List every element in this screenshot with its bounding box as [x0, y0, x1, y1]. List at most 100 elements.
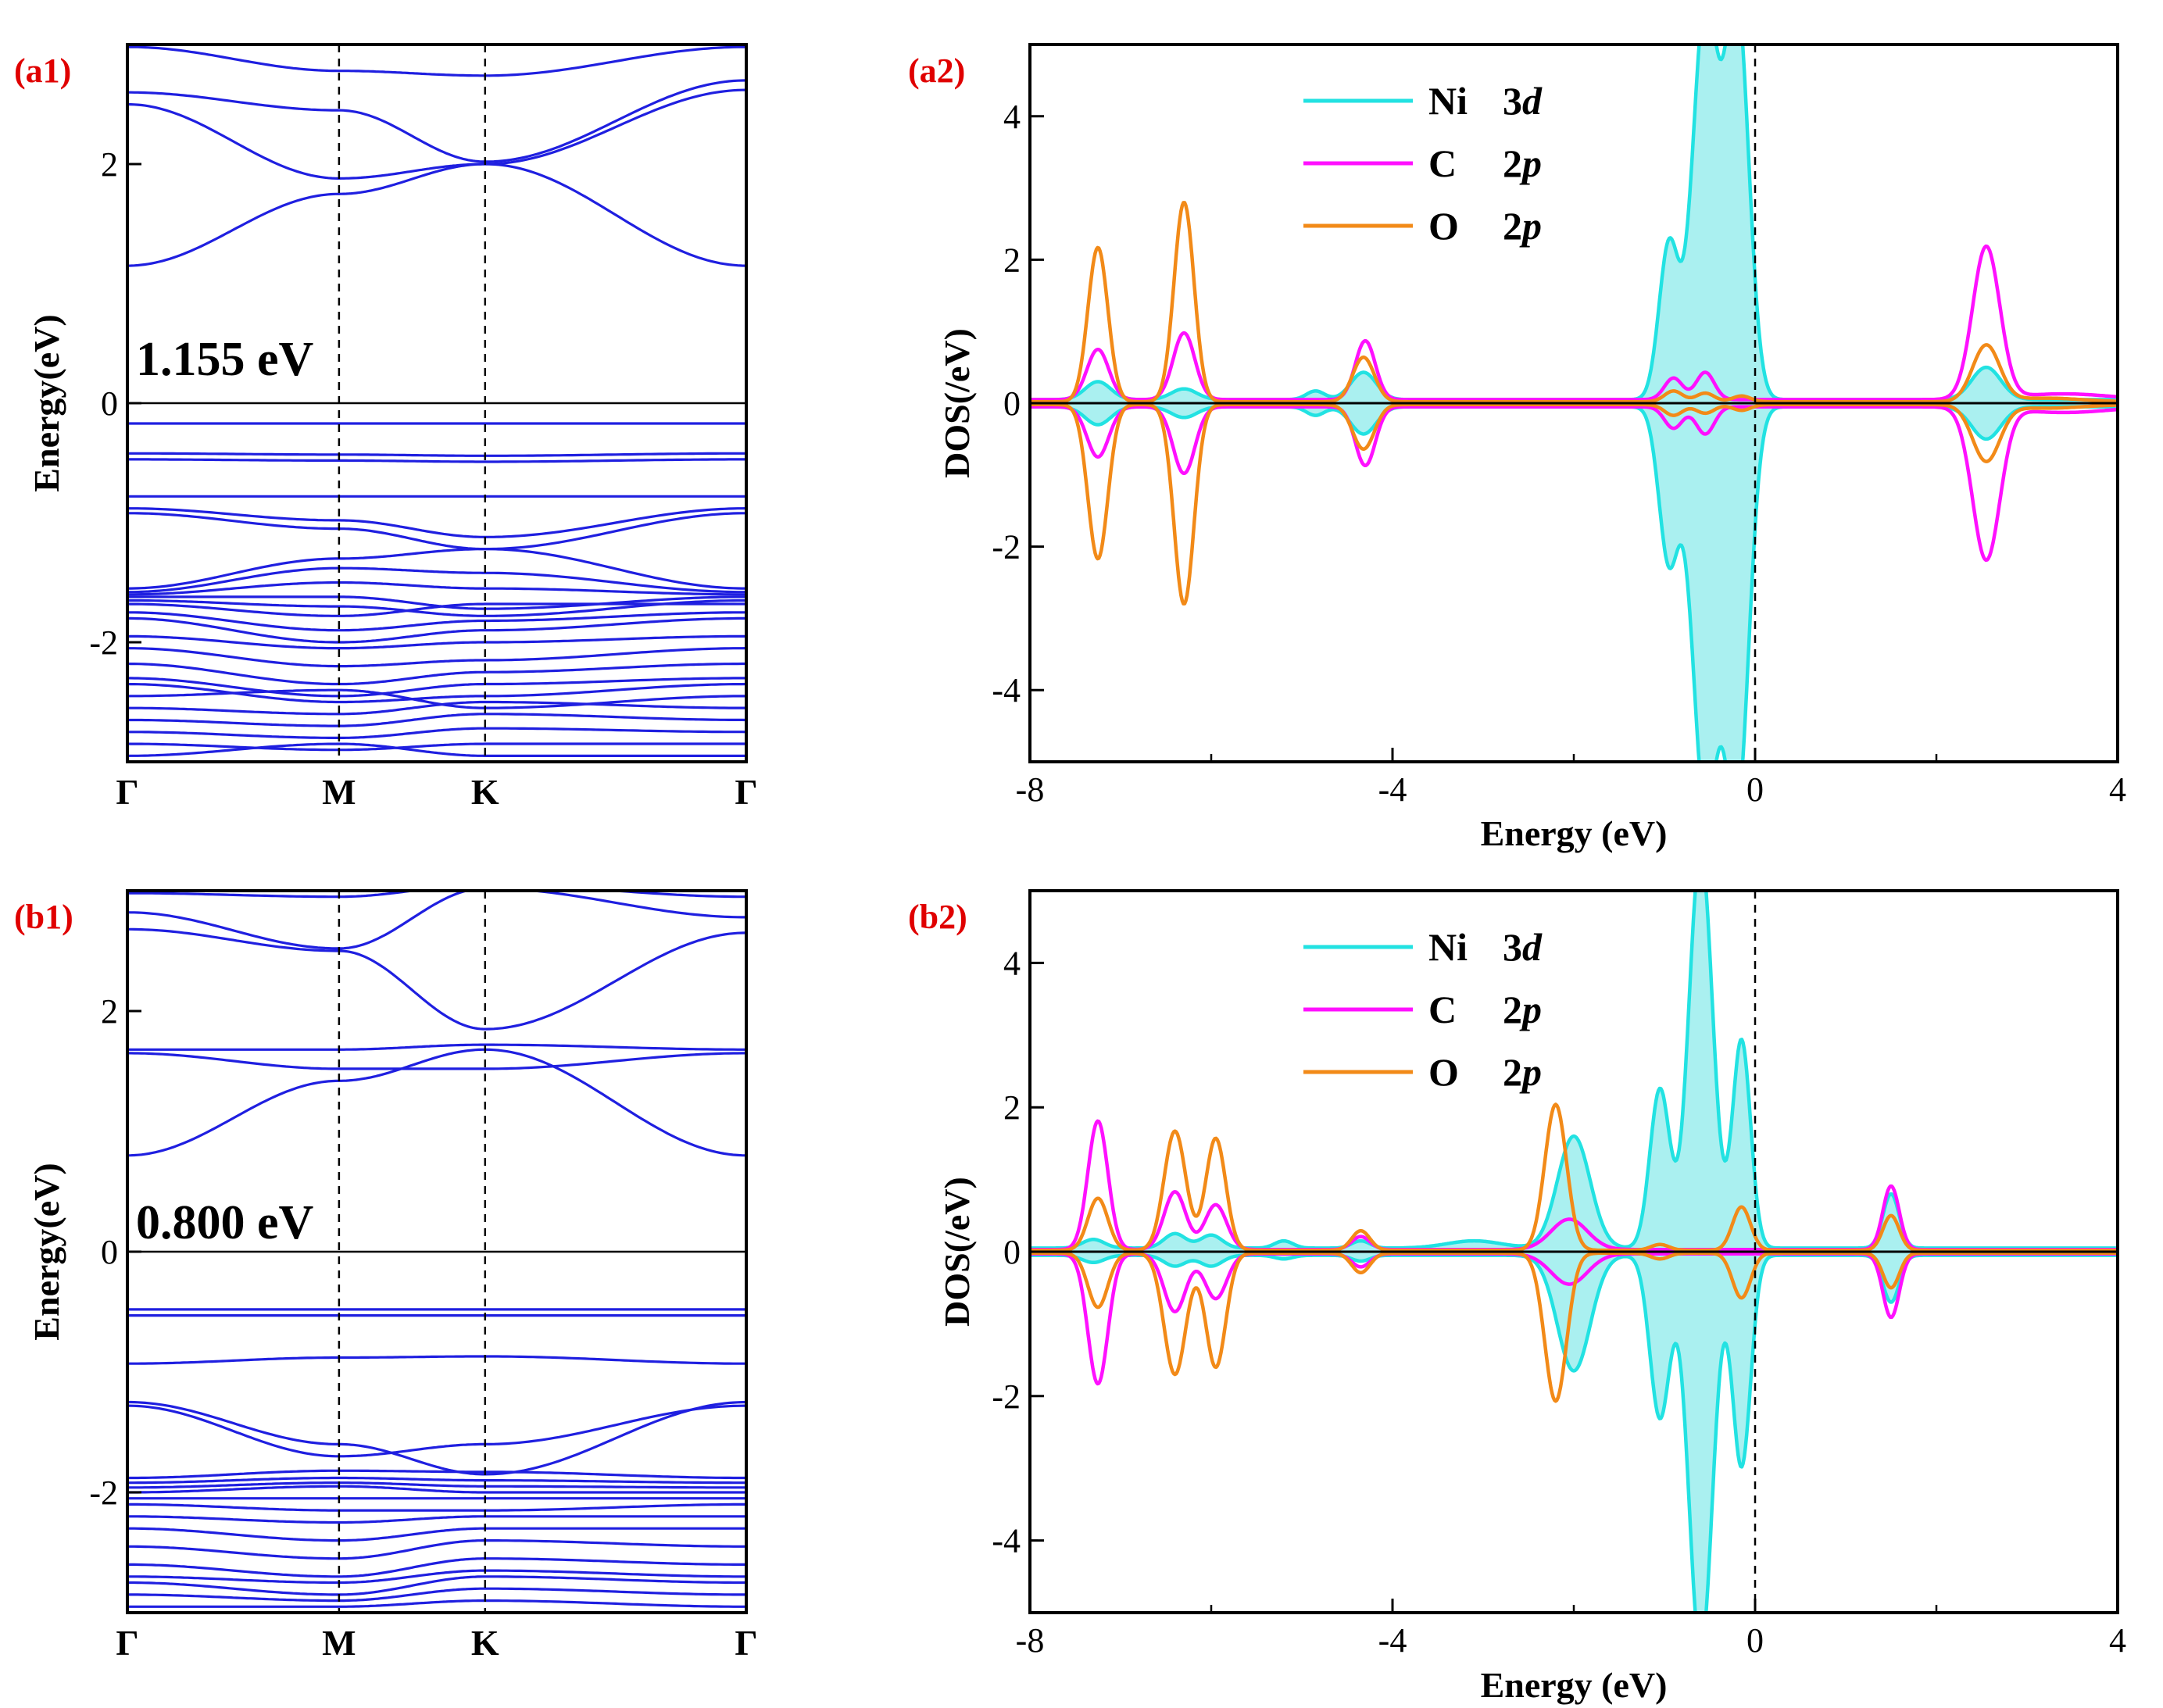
b1-band-vb12 [127, 1515, 746, 1524]
a1-reference-lines [127, 45, 746, 762]
a1-band-vb12 [127, 602, 746, 617]
a2-legend-orbital-2: O [1428, 204, 1459, 248]
a1-gap-annotation: 1.155 eV [136, 333, 314, 386]
a2-legend-letter-1: p [1519, 141, 1542, 185]
b1-reference-lines [127, 891, 746, 1613]
b2-o-2p-spin-down-line [1030, 1251, 2118, 1403]
a1-kpoint-label-0: Γ [116, 772, 138, 812]
a1-bands [127, 45, 746, 757]
panel-b1-band-structure: -2 0 2 Γ M K Γ (b1) 0.800 eV Energy(eV) [14, 889, 758, 1663]
a1-band-vb7 [127, 548, 746, 590]
b2-legend-orbital-2: O [1428, 1050, 1459, 1094]
b2-xtick-label-0: -8 [1016, 1621, 1045, 1660]
b2-legend-orbital-0: Ni [1428, 925, 1468, 969]
a2-legend-shell-0: 3 [1503, 79, 1522, 123]
b1-band-vb5 [127, 1404, 746, 1458]
b2-legend-letter-0: d [1522, 925, 1543, 969]
b1-kpoint-label-3: Γ [735, 1623, 757, 1663]
b1-band-vb19 [127, 1599, 746, 1608]
b2-legend: Ni 3dC 2pO 2p [1303, 925, 1543, 1094]
b1-ytick-label-2: 2 [101, 992, 118, 1031]
b2-legend-letter-1: p [1519, 988, 1542, 1031]
b2-legend-label-0: Ni 3d [1428, 925, 1543, 969]
b1-gap-annotation: 0.800 eV [136, 1196, 314, 1249]
a2-ytick-label-4: 4 [1003, 98, 1021, 136]
b1-band-cb1 [127, 1048, 746, 1157]
a1-band-vb8 [127, 566, 746, 594]
a2-legend-shell-1: 2 [1503, 141, 1522, 185]
a1-band-cb3 [127, 79, 746, 163]
a1-band-vb23 [127, 727, 746, 739]
a2-legend-letter-2: p [1519, 204, 1542, 248]
a1-band-vb22 [127, 713, 746, 727]
a1-band-vb9 [127, 581, 746, 596]
a2-ytick-label-3: 2 [1003, 241, 1021, 279]
a2-dos-curves [1030, 45, 2118, 762]
a1-band-vb13 [127, 611, 746, 632]
a1-band-vb15 [127, 634, 746, 650]
a1-band-vb21 [127, 700, 746, 716]
b2-o-2p-spin-up-line [1030, 1102, 2118, 1252]
a2-legend-letter-0: d [1522, 79, 1543, 123]
b2-ytick-label-3: 2 [1003, 1088, 1021, 1127]
b1-band-vb18 [127, 1587, 746, 1603]
b2-xtick-label-1: -4 [1378, 1621, 1407, 1660]
a1-y-axis-title: Energy(eV) [27, 314, 66, 491]
b2-dos-curves [1030, 891, 2118, 1613]
b2-legend-orbital-1: C [1428, 988, 1457, 1031]
b1-kpoint-label-2: K [471, 1623, 499, 1663]
a1-band-vb16 [127, 647, 746, 668]
a2-xtick-label-0: -8 [1016, 770, 1045, 809]
b1-band-vb7 [127, 1476, 746, 1485]
a1-band-vb3 [127, 458, 746, 463]
a2-ticks: -4 -2 0 2 4 -8 -4 0 4 [992, 98, 2126, 809]
b2-xtick-label-2: 0 [1746, 1621, 1764, 1660]
b1-y-axis-title: Energy(eV) [27, 1163, 66, 1340]
a1-band-vb14 [127, 616, 746, 644]
b2-legend-label-1: C 2p [1428, 988, 1542, 1031]
b1-ytick-label-1: 0 [101, 1233, 118, 1271]
b1-band-vb9 [127, 1485, 746, 1494]
a2-legend-orbital-1: C [1428, 141, 1457, 185]
a2-legend-label-0: Ni 3d [1428, 79, 1543, 123]
a1-band-vb17 [127, 662, 746, 686]
b1-band-vb16 [127, 1569, 746, 1585]
b1-band-vb6 [127, 1469, 746, 1480]
a2-reference-lines [1030, 45, 2118, 762]
a2-xtick-label-3: 4 [2109, 770, 2126, 809]
a2-xtick-label-1: -4 [1378, 770, 1407, 809]
b1-panel-label: (b1) [14, 898, 73, 936]
a1-band-vb18 [127, 677, 746, 698]
b2-legend-label-2: O 2p [1428, 1050, 1542, 1094]
b1-band-cb4 [127, 927, 746, 1031]
a1-ytick-label-2: 2 [101, 145, 118, 184]
a2-x-axis-title: Energy (eV) [1481, 813, 1668, 853]
a1-band-cb1 [127, 163, 746, 267]
a2-y-axis-title: DOS(/eV) [937, 328, 977, 478]
b1-band-cb5 [127, 891, 746, 950]
b1-band-vb14 [127, 1539, 746, 1560]
a1-band-vb25 [127, 742, 746, 757]
b2-panel-label: (b2) [908, 898, 967, 936]
a1-band-vb24 [127, 742, 746, 752]
a2-legend-label-1: C 2p [1428, 141, 1542, 185]
b1-band-vb15 [127, 1557, 746, 1578]
b1-band-cb2 [127, 1052, 746, 1070]
b2-ni-3d-spin-up-fill [1030, 891, 2118, 1252]
b1-bands [127, 891, 746, 1608]
a2-ytick-label-2: 0 [1003, 384, 1021, 423]
b1-band-vb13 [127, 1527, 746, 1542]
b2-legend-shell-2: 2 [1503, 1050, 1522, 1094]
b2-ytick-label-0: -4 [992, 1522, 1021, 1560]
b2-legend-shell-1: 2 [1503, 988, 1522, 1031]
a1-band-vb6 [127, 512, 746, 551]
a2-panel-label: (a2) [908, 52, 965, 90]
b2-y-axis-title: DOS(/eV) [937, 1177, 977, 1327]
a2-ytick-label-1: -2 [992, 528, 1021, 566]
b1-band-vb8 [127, 1481, 746, 1489]
b1-ytick-label-0: -2 [89, 1474, 118, 1512]
a1-panel-label: (a1) [14, 52, 71, 90]
b2-ni-3d-spin-down-fill [1030, 1252, 2118, 1613]
